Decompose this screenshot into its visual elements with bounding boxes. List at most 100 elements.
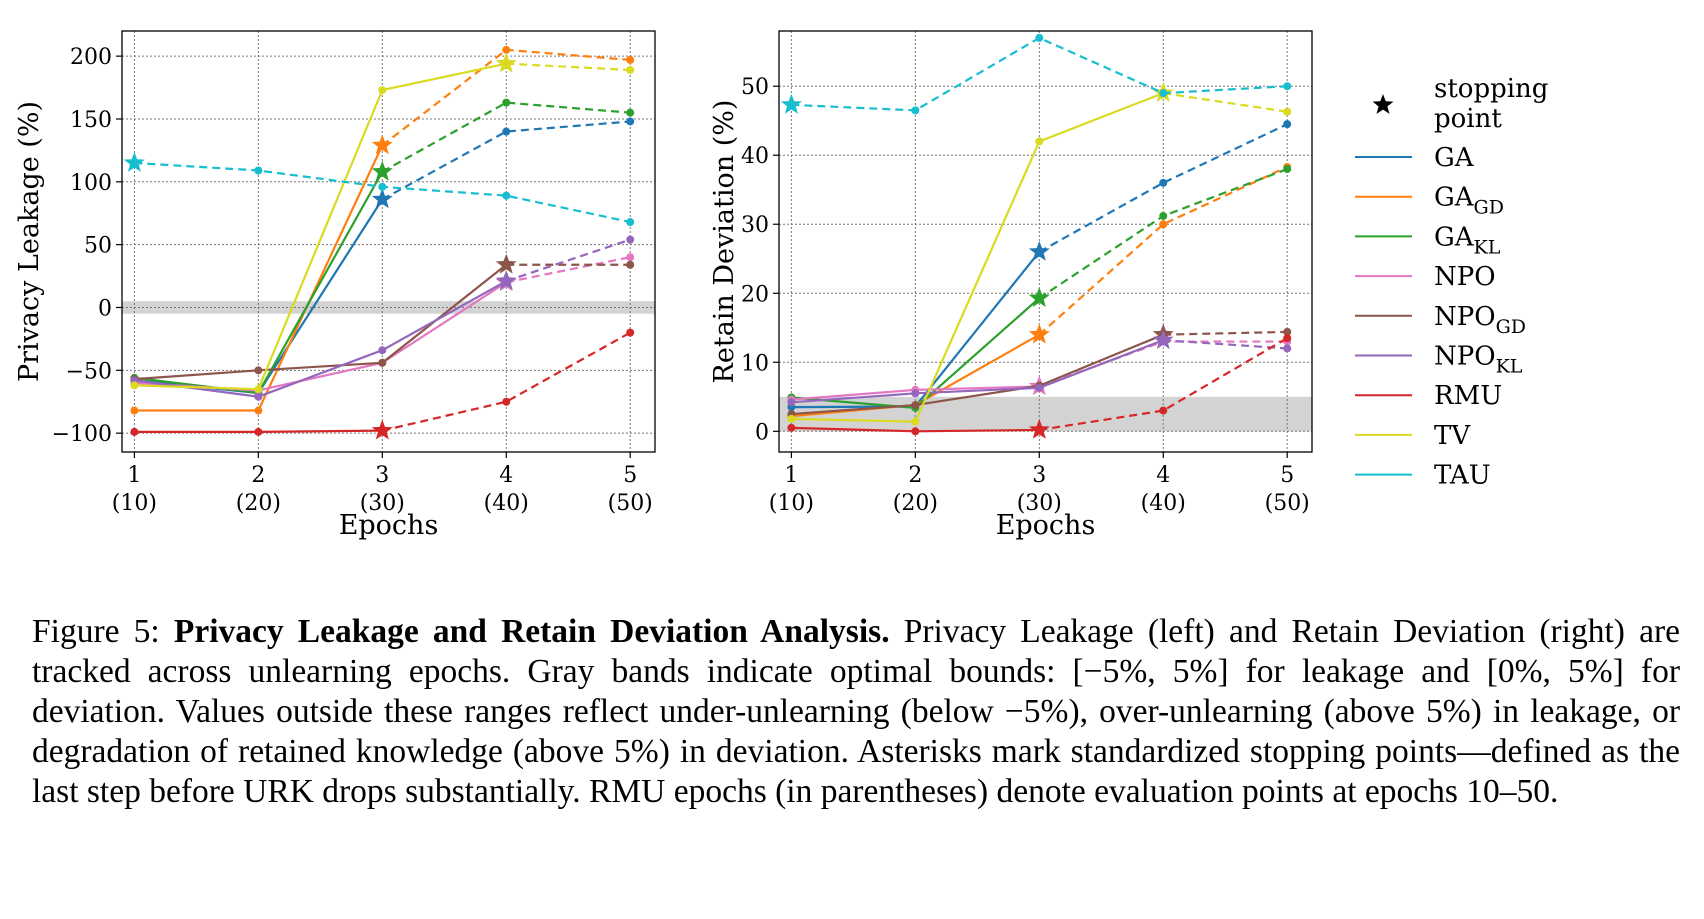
legend-entry-npo-kl: NPOKL [1355,342,1523,378]
x-tick-label: 2 [908,463,922,488]
data-point [378,182,387,191]
y-axis-label: Retain Deviation (%) [709,100,740,384]
legend-label: GAGD [1434,183,1504,219]
y-tick-label: −50 [66,359,112,384]
series-line-dashed [1039,337,1288,432]
legend-label: NPOGD [1434,302,1526,338]
data-point [130,381,139,390]
x-tick-label: 3 [375,463,389,488]
stop-point-star [495,270,517,290]
legend-label: NPO [1434,262,1496,292]
stop-point-star [1028,240,1050,261]
legend-entry-npo: NPO [1355,262,1496,292]
data-point [502,191,511,200]
chart-deviation: 1 (10) 2 (20) 3 (30) 4 (40) 5 (50) 0 10 20 30 40 50 Epoc… [709,30,1313,541]
data-point [1159,220,1168,229]
series-rmu [787,334,1292,439]
series-tau [780,33,1292,115]
legend-stopping-label: stopping [1434,74,1548,104]
x-tick-label: 2 [251,463,265,488]
stop-point-star [495,52,517,73]
data-point [1283,82,1292,91]
optimal-band [779,396,1312,432]
y-tick-label: 10 [741,351,769,376]
x-tick-label: 3 [1032,463,1046,488]
series-line-solid [134,263,507,381]
stop-point-star [780,93,802,114]
data-point [1283,120,1292,129]
series-rmu [130,328,635,440]
series-line-dashed [1038,165,1288,336]
stop-point-star [1028,287,1050,307]
stop-point-star [1028,418,1050,439]
data-point [1159,211,1168,220]
legend-label-subscript: KL [1474,236,1501,258]
x-tick-label: 1 [784,463,798,488]
legend-label: GA [1434,143,1475,173]
data-point [1283,165,1292,174]
data-point [626,55,635,64]
data-point [787,398,796,407]
stop-point-star [123,152,145,172]
data-point [1159,406,1168,415]
plot-frame [121,30,656,453]
x-tick-sublabel: (40) [1141,491,1186,516]
x-axis-label: Epochs [996,510,1096,541]
x-tick-sublabel: (10) [112,491,157,516]
series-line-dashed [1163,92,1288,113]
data-point [787,423,796,432]
y-tick-label: 50 [84,234,112,259]
data-point [1159,178,1168,187]
x-tick-sublabel: (40) [484,491,529,516]
data-point [1283,107,1292,116]
data-point [130,406,139,415]
stop-point-star [371,419,393,440]
series-ga-gd [130,45,635,415]
x-tick-label: 4 [1156,463,1170,488]
figure: 1 (10) 2 (20) 3 (30) 4 (40) 5 (50) −100 −50 0 50 100 15… [14,30,1548,541]
plot-frame [778,30,1313,453]
data-point [1035,137,1044,146]
stop-point-star [371,188,393,209]
data-point [1283,334,1292,343]
data-point [502,127,511,136]
figure-svg: 1(10)2(20)3(30)4(40)5(50)−100−5005010015… [14,30,1548,541]
x-tick-sublabel: (50) [1265,491,1310,516]
legend-label: TV [1434,421,1471,451]
legend-star-marker [1372,94,1394,114]
legend-label-subscript: GD [1496,316,1526,338]
x-tick-sublabel: (30) [1017,491,1062,516]
legend-label-subscript: GD [1474,197,1504,219]
data-point [254,166,263,175]
data-point [254,427,263,436]
stop-point-star [495,253,517,274]
x-tick-label: 4 [499,463,513,488]
y-axis-label: Privacy Leakage (%) [14,101,45,382]
legend-entry-tau: TAU [1355,461,1491,491]
series-line-solid [791,333,1164,416]
y-tick-label: 30 [741,213,769,238]
data-point [378,86,387,95]
data-point [254,385,263,394]
series-line-solid [134,62,507,391]
data-point [254,366,263,375]
legend-label: GAKL [1434,222,1501,258]
x-tick-sublabel: (10) [769,491,814,516]
data-point [911,427,920,436]
series-tv [130,52,635,394]
data-point [254,392,263,401]
stop-point-star [1028,323,1050,344]
series-line-dashed [1163,339,1288,350]
series-line-dashed [381,101,631,173]
legend-stopping-label: point [1434,104,1502,134]
series-line-dashed [506,256,631,284]
series-tau [123,152,635,227]
series-line-dashed [506,62,631,72]
legend-label: NPOKL [1434,342,1523,378]
series-line-dashed [505,238,631,283]
legend-entry-ga-gd: GAGD [1355,183,1504,219]
data-point [1035,383,1044,392]
data-point [911,401,920,410]
series-npo-kl [130,235,635,401]
